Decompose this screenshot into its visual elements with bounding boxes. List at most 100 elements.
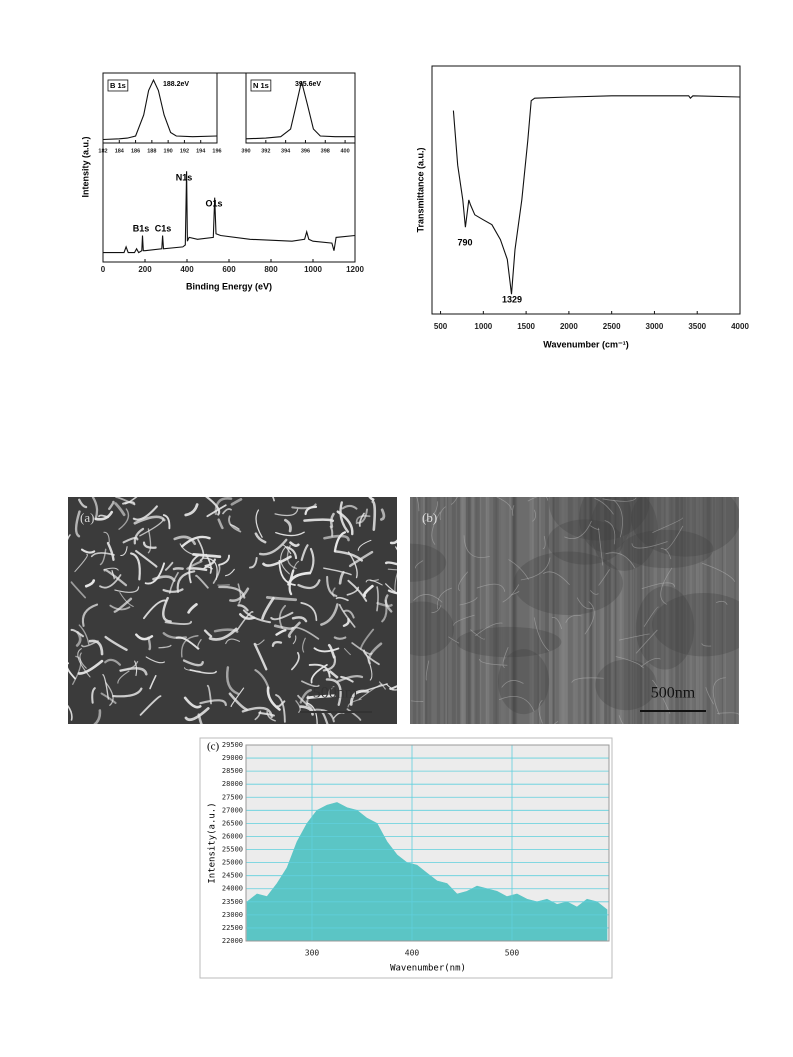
texture	[122, 536, 139, 544]
texture	[660, 547, 672, 560]
texture	[385, 583, 397, 595]
x-tick-label: 200	[138, 265, 152, 274]
x-tick-label: 500	[434, 322, 448, 331]
texture	[365, 652, 373, 681]
texture	[118, 508, 130, 530]
texture	[299, 705, 314, 716]
chart-title: N 1s	[253, 81, 269, 90]
texture	[286, 545, 297, 570]
texture	[643, 606, 659, 627]
x-tick-label: 3000	[646, 322, 664, 331]
texture	[327, 643, 336, 659]
texture	[173, 535, 197, 546]
texture	[603, 497, 608, 724]
texture	[346, 586, 360, 596]
x-tick-label: 1000	[304, 265, 322, 274]
texture	[203, 629, 213, 638]
texture	[80, 548, 96, 554]
x-tick-label: 600	[222, 265, 236, 274]
texture	[347, 551, 358, 579]
texture	[109, 604, 131, 611]
texture	[266, 710, 276, 722]
texture	[329, 512, 335, 528]
y-tick-label: 27000	[222, 806, 243, 814]
texture	[230, 498, 243, 506]
texture	[716, 712, 739, 715]
x-tick-label: 800	[264, 265, 278, 274]
texture	[113, 597, 133, 613]
y-tick-label: 25000	[222, 859, 243, 867]
texture	[470, 497, 475, 724]
texture	[184, 503, 199, 517]
texture	[139, 517, 164, 537]
texture	[562, 497, 567, 724]
sem-image	[68, 497, 397, 724]
texture	[106, 541, 115, 561]
texture	[362, 584, 374, 598]
texture	[666, 497, 669, 724]
texture	[537, 497, 540, 724]
texture	[428, 497, 432, 724]
texture	[376, 586, 379, 612]
panel-label: (a)	[80, 510, 94, 525]
plot-frame	[102, 72, 218, 144]
texture	[715, 497, 719, 724]
texture	[302, 637, 306, 653]
texture	[553, 497, 556, 724]
texture	[425, 497, 429, 724]
texture	[325, 678, 342, 706]
texture	[162, 632, 188, 640]
texture	[75, 631, 82, 647]
texture	[661, 497, 664, 724]
texture	[613, 499, 623, 538]
texture	[702, 562, 736, 582]
y-tick-label: 28000	[222, 780, 243, 788]
scale-bar-label: 500nm	[313, 685, 358, 702]
texture	[453, 614, 475, 626]
texture	[705, 687, 714, 705]
texture	[618, 497, 622, 724]
texture	[602, 497, 605, 724]
x-tick-label: 390	[241, 148, 250, 154]
chart: 0 200 400 600 800 1000 1200 Binding Energy (eV)…	[80, 72, 364, 291]
texture	[78, 498, 88, 509]
texture	[206, 504, 227, 518]
x-tick-label: 392	[261, 148, 270, 154]
texture	[706, 497, 711, 724]
x-tick-label: 188	[147, 148, 156, 154]
texture	[77, 659, 104, 675]
texture	[488, 497, 490, 724]
texture	[478, 497, 481, 724]
texture	[253, 642, 268, 671]
texture	[104, 658, 122, 666]
x-tick-label: 2500	[603, 322, 621, 331]
texture	[326, 575, 338, 598]
texture	[68, 662, 77, 680]
texture	[608, 497, 611, 724]
texture	[445, 497, 447, 724]
texture	[322, 655, 337, 672]
texture	[598, 527, 604, 566]
x-tick-label: 4000	[731, 322, 749, 331]
texture	[457, 571, 468, 591]
texture	[701, 643, 712, 647]
texture	[439, 506, 446, 520]
texture	[501, 680, 524, 688]
texture	[549, 497, 554, 724]
texture	[309, 547, 315, 574]
texture	[205, 497, 221, 516]
texture	[135, 633, 154, 641]
texture	[631, 541, 668, 549]
texture	[180, 635, 199, 658]
texture	[344, 648, 351, 656]
texture	[520, 557, 551, 581]
x-tick-label: 398	[321, 148, 330, 154]
texture	[371, 500, 377, 531]
x-tick-label: 0	[101, 265, 106, 274]
texture	[532, 509, 537, 522]
texture	[647, 497, 650, 724]
annotation: 790	[457, 237, 472, 247]
texture	[552, 497, 555, 724]
texture	[378, 681, 386, 690]
